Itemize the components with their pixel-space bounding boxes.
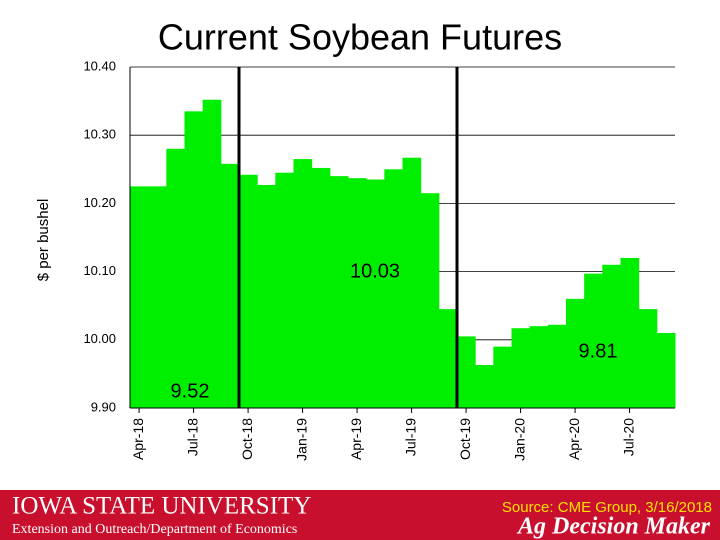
annotation: 10.03 xyxy=(350,260,400,282)
footer-band xyxy=(0,490,720,540)
bar xyxy=(239,174,258,408)
x-tick-label: Jan-20 xyxy=(511,418,527,461)
y-tick-label: 10.30 xyxy=(83,127,116,142)
bar xyxy=(420,193,440,408)
bar xyxy=(220,163,240,408)
bar xyxy=(275,172,294,408)
plot-area: 9.90 10.00 10.10 10.20 10.30 10.40 Apr-18 Jul-1… xyxy=(83,58,676,461)
annotation: 9.81 xyxy=(579,340,618,362)
x-tick-label: Oct-19 xyxy=(457,418,473,460)
bar xyxy=(547,324,567,408)
y-tick-label: 10.10 xyxy=(83,263,116,278)
bar xyxy=(493,346,512,408)
x-tick-label: Apr-18 xyxy=(130,418,146,460)
bar xyxy=(620,257,640,408)
bar xyxy=(293,159,313,408)
y-tick-label: 10.20 xyxy=(83,195,116,210)
x-tick-label: Jul-19 xyxy=(402,418,418,456)
annotation: 9.52 xyxy=(171,380,210,402)
bar xyxy=(148,186,167,408)
x-tick-label: Oct-18 xyxy=(239,418,255,460)
bar xyxy=(529,326,549,408)
bar xyxy=(438,309,458,408)
bar xyxy=(566,298,585,408)
bar xyxy=(457,336,476,408)
bar xyxy=(166,148,185,408)
x-tick-label: Jan-19 xyxy=(293,418,309,461)
bar xyxy=(656,332,676,408)
x-tick-label: Apr-20 xyxy=(566,418,582,460)
footer-source: Source: CME Group, 3/16/2018 xyxy=(502,499,712,516)
footer-university: Iowa State University xyxy=(12,493,311,520)
y-tick-label: 9.90 xyxy=(91,399,116,414)
bar xyxy=(475,365,494,408)
y-axis-label: $ per bushel xyxy=(35,199,52,282)
bar xyxy=(184,111,204,408)
bar xyxy=(584,273,603,408)
x-tick-label: Jul-18 xyxy=(184,418,200,456)
y-tick-label: 10.40 xyxy=(83,58,116,73)
footer-brand: Ag Decision Maker xyxy=(516,514,711,540)
y-tick-label: 10.00 xyxy=(83,331,116,346)
bar xyxy=(384,169,403,408)
bar xyxy=(366,179,385,408)
bar xyxy=(130,186,149,408)
bar xyxy=(602,264,621,408)
bar xyxy=(329,176,349,408)
chart-title: Current Soybean Futures xyxy=(158,17,562,58)
bar xyxy=(511,328,531,408)
footer-department: Extension and Outreach/Department of Eco… xyxy=(12,522,297,537)
bar xyxy=(202,99,222,409)
bar xyxy=(257,184,276,408)
bar xyxy=(348,178,367,408)
x-tick-label: Jul-20 xyxy=(620,418,636,456)
bar xyxy=(638,309,658,408)
x-tick-label: Apr-19 xyxy=(348,418,364,460)
bar xyxy=(402,157,422,408)
bar xyxy=(311,167,331,408)
